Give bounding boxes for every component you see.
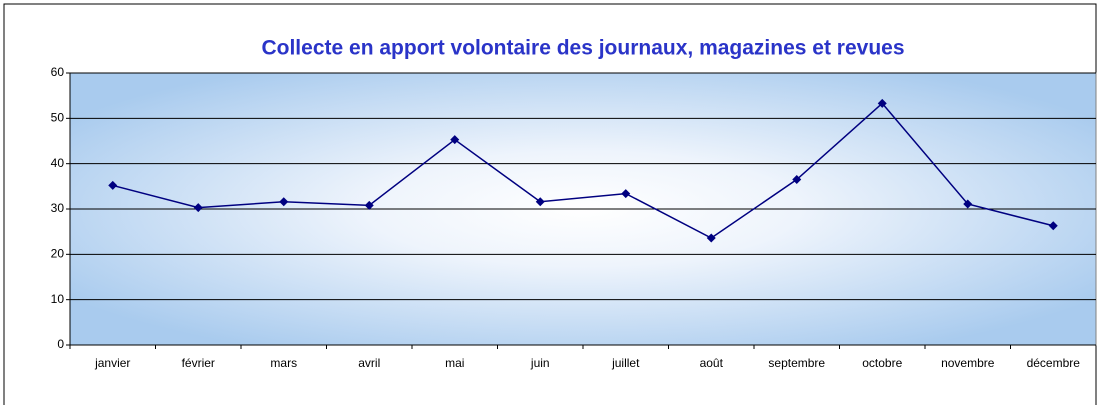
x-tick-label: janvier [94,356,130,370]
marker [364,200,374,210]
x-tick-label: octobre [862,356,902,370]
marker [963,199,973,209]
marker [621,189,631,199]
x-tick-label: décembre [1027,356,1081,370]
x-tick-label: mars [270,356,297,370]
marker [450,135,460,145]
marker [706,233,716,243]
y-tick-label: 20 [51,247,65,261]
marker [279,197,289,207]
marker [877,98,887,108]
x-tick-label: août [700,356,724,370]
y-tick-label: 50 [51,111,65,125]
marker [193,203,203,213]
y-tick-label: 0 [57,337,64,351]
x-tick-label: avril [358,356,380,370]
x-tick-label: juillet [611,356,640,370]
marker [535,197,545,207]
x-tick-label: juin [530,356,550,370]
line [112,102,1054,239]
x-tick-label: février [182,356,215,370]
chart-title: Collecte en apport volontaire des journa… [261,37,904,60]
marker [108,180,118,190]
x-tick-label: novembre [941,356,995,370]
y-tick-label: 10 [51,292,65,306]
marker [1048,221,1058,231]
y-tick-label: 60 [51,65,65,79]
y-tick-label: 40 [51,156,65,170]
x-tick-label: septembre [768,356,825,370]
y-tick-label: 30 [51,201,65,215]
x-tick-label: mai [445,356,464,370]
marker [792,175,802,185]
